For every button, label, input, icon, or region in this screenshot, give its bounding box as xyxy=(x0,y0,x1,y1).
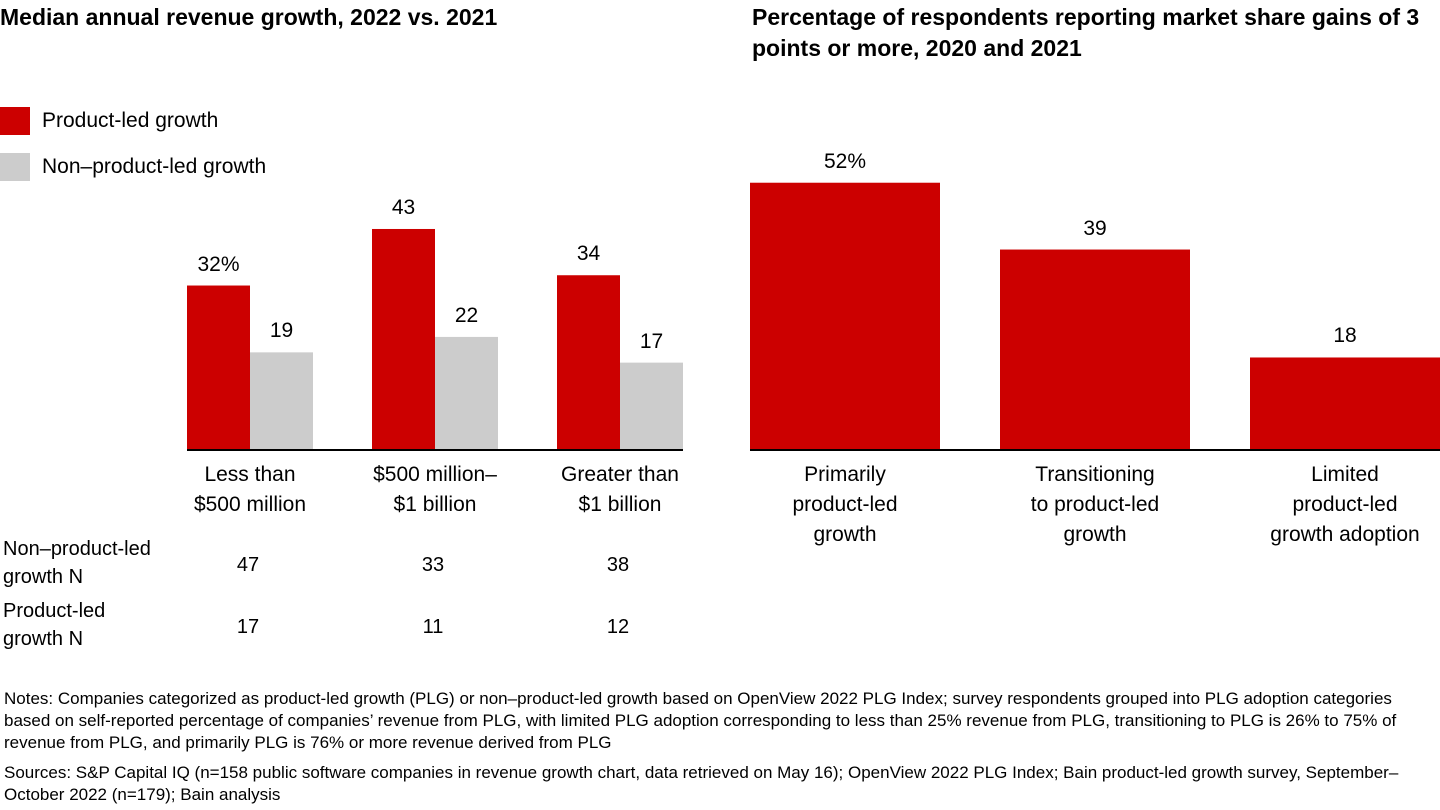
table-cell: 17 xyxy=(236,616,260,638)
x-tick-label: Transitioning to product-led growth xyxy=(1030,463,1160,546)
table-cell: 38 xyxy=(606,554,630,576)
x-tick-label: Greater than $1 billion xyxy=(561,463,679,516)
bar xyxy=(750,182,940,450)
value-label: 17 xyxy=(639,329,664,353)
table-cell: 47 xyxy=(236,554,260,576)
value-label: 34 xyxy=(576,242,601,266)
bar xyxy=(372,228,435,450)
bar xyxy=(557,275,620,450)
value-label: 39 xyxy=(1083,216,1107,240)
legend-label: Product-led growth xyxy=(42,109,219,132)
bar xyxy=(620,362,683,450)
chart-title: Percentage of respondents reporting mark… xyxy=(752,4,1420,61)
value-label: 18 xyxy=(1333,324,1357,348)
value-label: 19 xyxy=(269,319,294,343)
chart-title: Median annual revenue growth, 2022 vs. 2… xyxy=(0,4,498,30)
bar xyxy=(250,352,313,450)
bar xyxy=(1000,249,1190,450)
value-label: 43 xyxy=(391,195,416,219)
x-tick-label: Less than $500 million xyxy=(193,463,307,516)
table-row-label: Non–product-led growth N xyxy=(3,538,151,588)
bar xyxy=(435,336,498,450)
x-tick-label: Primarily product-led growth xyxy=(792,463,898,546)
table-row-label: Product-led growth N xyxy=(3,600,106,650)
table-cell: 33 xyxy=(421,554,445,576)
value-label: 32% xyxy=(197,252,240,276)
x-tick-label: Limited product-led growth adoption xyxy=(1270,463,1420,546)
table-cell: 12 xyxy=(606,616,630,638)
sources: Sources: S&P Capital IQ (n=158 public so… xyxy=(4,763,1399,804)
legend-swatch xyxy=(0,153,30,181)
legend-label: Non–product-led growth xyxy=(42,155,267,178)
legend-swatch xyxy=(0,107,30,135)
notes: Notes: Companies categorized as product-… xyxy=(4,689,1397,752)
x-tick-label: $500 million– $1 billion xyxy=(373,463,497,516)
table-cell: 11 xyxy=(422,616,444,638)
bar xyxy=(187,285,250,450)
bar xyxy=(1250,357,1440,450)
value-label: 52% xyxy=(823,149,867,173)
value-label: 22 xyxy=(454,303,479,327)
